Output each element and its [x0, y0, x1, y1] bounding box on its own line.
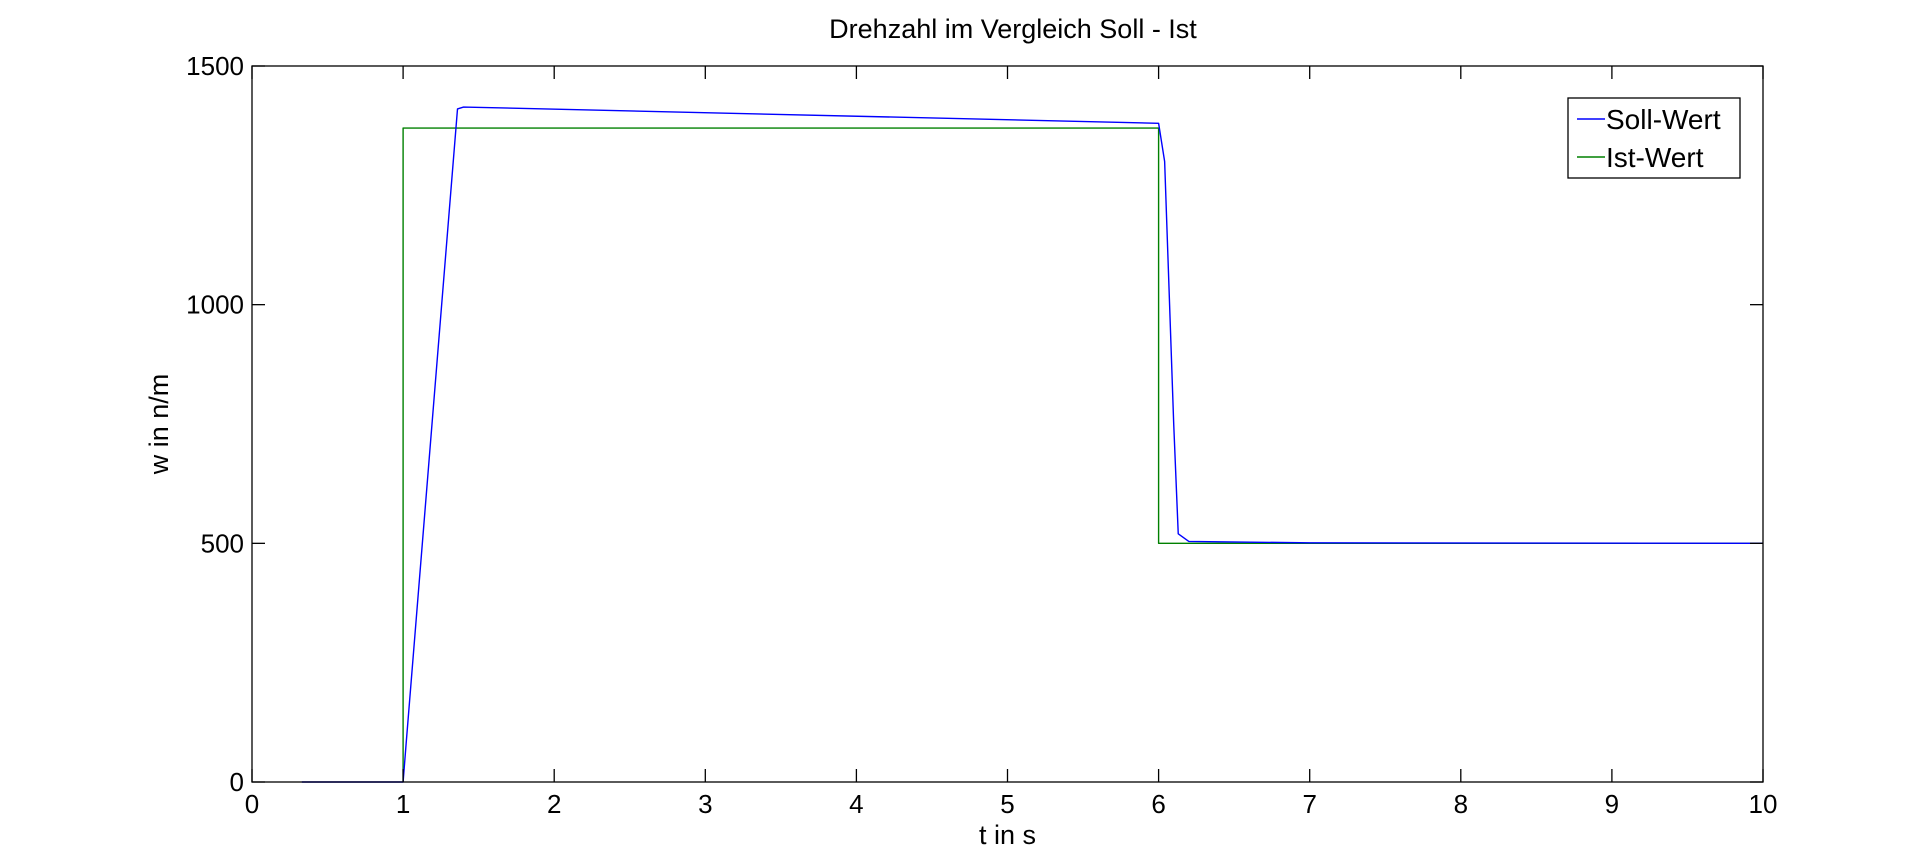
series-layer	[301, 106, 1764, 783]
y-axis-title: w in n/m	[144, 374, 174, 476]
x-tick-label: 9	[1605, 789, 1619, 819]
x-tick-label: 10	[1749, 789, 1778, 819]
legend-label: Ist-Wert	[1606, 142, 1704, 173]
x-tick-label: 7	[1302, 789, 1316, 819]
x-tick-label: 8	[1454, 789, 1468, 819]
x-tick-label: 3	[698, 789, 712, 819]
x-tick-label: 0	[245, 789, 259, 819]
series-line-soll-wert	[301, 106, 1764, 783]
x-tick-label: 5	[1000, 789, 1014, 819]
x-tick-label: 6	[1151, 789, 1165, 819]
legend-box	[1567, 97, 1741, 179]
legend-label: Soll-Wert	[1606, 104, 1721, 135]
y-tick-label: 1500	[186, 51, 244, 81]
x-tick-label: 4	[849, 789, 863, 819]
y-axis-ticks: 0 500 1000 1500	[186, 51, 1763, 797]
plot-area	[252, 66, 1763, 782]
y-tick-label: 500	[201, 528, 244, 558]
x-tick-label: 2	[547, 789, 561, 819]
legend[interactable]: Soll-Wert Ist-Wert	[1567, 97, 1741, 179]
chart-title: Drehzahl im Vergleich Soll - Ist	[829, 14, 1197, 44]
x-axis-title: t in s	[979, 820, 1036, 850]
x-axis-ticks: 0 1 2 3 4 5 6 7 8 9 10	[245, 66, 1778, 819]
y-tick-label: 1000	[186, 290, 244, 320]
x-tick-label: 1	[396, 789, 410, 819]
y-tick-label: 0	[230, 767, 244, 797]
